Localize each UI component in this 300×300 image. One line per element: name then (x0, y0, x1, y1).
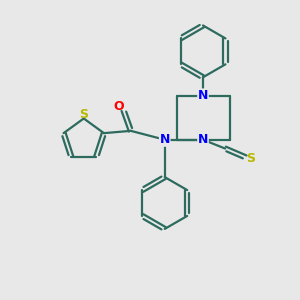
Text: N: N (160, 133, 170, 146)
Text: S: S (79, 109, 88, 122)
Text: S: S (247, 152, 256, 165)
Text: N: N (198, 89, 208, 102)
Text: O: O (114, 100, 124, 113)
Text: N: N (198, 133, 208, 146)
